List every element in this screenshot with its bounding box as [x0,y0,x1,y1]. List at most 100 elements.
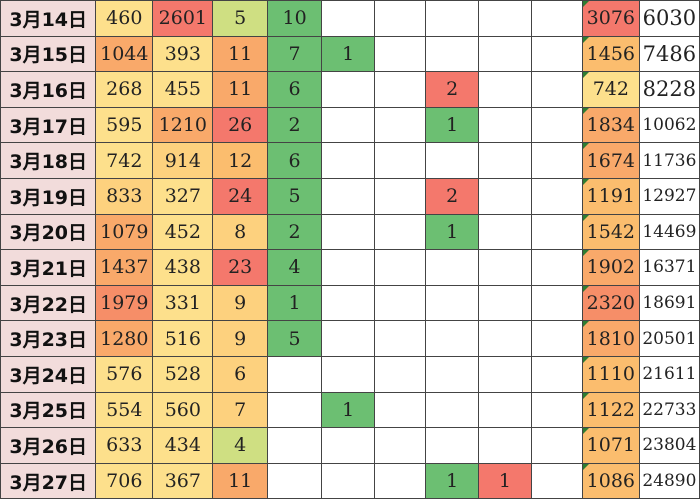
value-cell[interactable] [425,249,479,286]
cumulative-total-cell[interactable]: 21611 [638,355,700,393]
value-cell[interactable]: 4 [266,249,323,286]
value-cell[interactable]: 2 [425,71,479,108]
daily-total-cell[interactable]: 1122 [581,391,640,429]
value-cell[interactable] [374,284,427,322]
value-cell[interactable] [374,0,427,37]
value-cell[interactable] [321,71,376,108]
daily-total-cell[interactable]: 1902 [581,249,640,286]
cumulative-total-cell[interactable]: 12927 [638,177,700,215]
daily-total-cell[interactable]: 3076 [581,0,640,37]
cumulative-total-cell[interactable]: 11736 [638,142,700,179]
value-cell[interactable] [374,355,427,393]
value-cell[interactable]: 1044 [95,35,154,73]
daily-total-cell[interactable]: 1810 [581,320,640,357]
value-cell[interactable] [530,284,583,322]
value-cell[interactable]: 1 [425,462,479,500]
value-cell[interactable]: 5 [266,177,323,215]
value-cell[interactable] [321,284,376,322]
value-cell[interactable] [478,142,532,179]
value-cell[interactable]: 528 [152,355,214,393]
value-cell[interactable] [530,213,583,251]
value-cell[interactable]: 1210 [152,106,214,144]
value-cell[interactable] [321,177,376,215]
value-cell[interactable] [374,213,427,251]
value-cell[interactable]: 1437 [95,249,154,286]
value-cell[interactable]: 434 [152,427,214,464]
value-cell[interactable]: 331 [152,284,214,322]
value-cell[interactable] [374,142,427,179]
value-cell[interactable] [425,427,479,464]
value-cell[interactable]: 833 [95,177,154,215]
daily-total-cell[interactable]: 1191 [581,177,640,215]
cumulative-total-cell[interactable]: 18691 [638,284,700,322]
value-cell[interactable] [321,0,376,37]
value-cell[interactable]: 455 [152,71,214,108]
value-cell[interactable] [321,249,376,286]
value-cell[interactable]: 2 [266,213,323,251]
value-cell[interactable] [530,142,583,179]
value-cell[interactable] [478,177,532,215]
value-cell[interactable]: 24 [212,177,268,215]
value-cell[interactable] [321,213,376,251]
row-date-cell[interactable]: 3月26日 [0,427,97,464]
value-cell[interactable]: 1079 [95,213,154,251]
value-cell[interactable] [425,320,479,357]
value-cell[interactable]: 1 [425,106,479,144]
value-cell[interactable]: 9 [212,284,268,322]
value-cell[interactable] [478,427,532,464]
cumulative-total-cell[interactable]: 8228 [638,71,700,108]
value-cell[interactable]: 327 [152,177,214,215]
value-cell[interactable]: 4 [212,427,268,464]
row-date-cell[interactable]: 3月14日 [0,0,97,37]
row-date-cell[interactable]: 3月20日 [0,213,97,251]
value-cell[interactable] [266,462,323,500]
value-cell[interactable]: 7 [266,35,323,73]
value-cell[interactable]: 1 [321,391,376,429]
value-cell[interactable]: 367 [152,462,214,500]
value-cell[interactable]: 23 [212,249,268,286]
cumulative-total-cell[interactable]: 22733 [638,391,700,429]
value-cell[interactable] [530,320,583,357]
value-cell[interactable] [266,355,323,393]
value-cell[interactable]: 7 [212,391,268,429]
cumulative-total-cell[interactable]: 6030 [638,0,700,37]
value-cell[interactable] [530,249,583,286]
value-cell[interactable]: 26 [212,106,268,144]
daily-total-cell[interactable]: 1674 [581,142,640,179]
value-cell[interactable]: 742 [95,142,154,179]
value-cell[interactable] [530,177,583,215]
value-cell[interactable]: 1280 [95,320,154,357]
daily-total-cell[interactable]: 1834 [581,106,640,144]
row-date-cell[interactable]: 3月21日 [0,249,97,286]
value-cell[interactable] [321,106,376,144]
value-cell[interactable] [478,0,532,37]
row-date-cell[interactable]: 3月17日 [0,106,97,144]
daily-total-cell[interactable]: 1456 [581,35,640,73]
value-cell[interactable]: 1979 [95,284,154,322]
value-cell[interactable] [530,427,583,464]
row-date-cell[interactable]: 3月27日 [0,462,97,500]
value-cell[interactable]: 11 [212,71,268,108]
value-cell[interactable] [266,391,323,429]
value-cell[interactable]: 6 [212,355,268,393]
value-cell[interactable]: 1 [266,284,323,322]
value-cell[interactable] [478,284,532,322]
row-date-cell[interactable]: 3月23日 [0,320,97,357]
value-cell[interactable] [425,35,479,73]
daily-total-cell[interactable]: 1071 [581,427,640,464]
value-cell[interactable]: 560 [152,391,214,429]
value-cell[interactable] [530,71,583,108]
value-cell[interactable]: 1 [478,462,532,500]
value-cell[interactable]: 268 [95,71,154,108]
value-cell[interactable] [374,106,427,144]
value-cell[interactable]: 595 [95,106,154,144]
value-cell[interactable] [321,142,376,179]
value-cell[interactable] [321,462,376,500]
value-cell[interactable] [478,391,532,429]
row-date-cell[interactable]: 3月24日 [0,355,97,393]
value-cell[interactable] [478,71,532,108]
value-cell[interactable] [321,320,376,357]
value-cell[interactable]: 452 [152,213,214,251]
cumulative-total-cell[interactable]: 20501 [638,320,700,357]
value-cell[interactable] [425,284,479,322]
